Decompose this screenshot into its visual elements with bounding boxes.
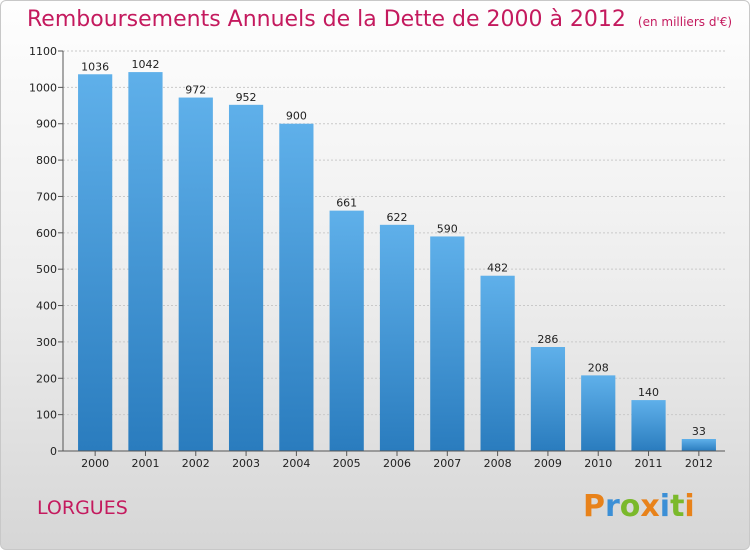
bar-value-label: 952 (236, 91, 257, 104)
y-tick-label: 200 (36, 372, 57, 385)
logo-letter: i (659, 489, 671, 524)
bar-value-label: 33 (692, 425, 706, 438)
y-tick-label: 600 (36, 227, 57, 240)
bar-value-label: 972 (185, 84, 206, 97)
y-tick-label: 900 (36, 118, 57, 131)
bar-value-label: 1036 (81, 60, 109, 73)
bar-2010 (581, 375, 616, 451)
commune-name: LORGUES (37, 497, 128, 519)
bar-2011 (631, 400, 666, 451)
bar-2007 (430, 236, 465, 451)
chart-title-row: Remboursements Annuels de la Dette de 20… (27, 7, 732, 32)
x-tick-label: 2010 (584, 457, 612, 470)
logo-letter: P (583, 489, 605, 524)
x-tick-label: 2006 (383, 457, 411, 470)
y-tick-label: 1000 (29, 81, 57, 94)
bar-2004 (279, 123, 314, 452)
logo-letter: r (605, 489, 620, 524)
bar-2008 (480, 275, 515, 451)
x-tick-label: 2002 (182, 457, 210, 470)
y-tick-label: 0 (50, 445, 57, 458)
chart-title: Remboursements Annuels de la Dette de 20… (27, 7, 626, 32)
proxiti-logo: Proxiti (583, 489, 695, 524)
x-tick-label: 2007 (433, 457, 461, 470)
bar-value-label: 1042 (131, 58, 159, 71)
bar-value-label: 900 (286, 110, 307, 123)
x-tick-label: 2004 (282, 457, 310, 470)
x-tick-label: 2001 (131, 457, 159, 470)
y-tick-label: 300 (36, 336, 57, 349)
y-tick-label: 500 (36, 263, 57, 276)
x-tick-label: 2005 (333, 457, 361, 470)
bar-value-label: 622 (387, 211, 408, 224)
y-tick-label: 800 (36, 154, 57, 167)
x-tick-label: 2009 (534, 457, 562, 470)
bar-value-label: 140 (638, 386, 659, 399)
x-tick-label: 2003 (232, 457, 260, 470)
logo-letter: x (640, 489, 660, 524)
y-tick-label: 100 (36, 409, 57, 422)
logo-letter: i (684, 489, 695, 524)
logo-letter: o (619, 489, 641, 524)
bar-layer: 1036 1042 972 952 900 661 622 590 482 286 208 140 33 (78, 58, 716, 452)
unit-note: (en milliers d'€) (637, 15, 733, 29)
bar-2000 (78, 74, 113, 451)
bar-value-label: 482 (487, 262, 508, 275)
bar-2006 (379, 224, 415, 451)
bar-2009 (530, 347, 566, 451)
x-tick-label: 2008 (484, 457, 512, 470)
x-tick-label: 2011 (635, 457, 663, 470)
y-tick-label: 700 (36, 190, 57, 203)
y-tick-label: 1100 (29, 45, 57, 58)
bar-2012 (681, 439, 716, 451)
logo-letter: t (670, 489, 685, 524)
bar-value-label: 208 (588, 361, 609, 374)
bar-value-label: 661 (336, 197, 357, 210)
bar-value-label: 590 (437, 222, 458, 235)
x-tick-label: 2000 (81, 457, 109, 470)
bar-2002 (178, 97, 213, 451)
x-tick-label: 2012 (685, 457, 713, 470)
bar-2003 (228, 104, 264, 452)
y-tick-label: 400 (36, 300, 57, 313)
bar-value-label: 286 (537, 333, 558, 346)
bar-2005 (329, 210, 364, 451)
axis-layer: 0 100 200 300 400 500 600 700 800 900 1000 1100 2000… (29, 45, 725, 470)
bar-2001 (128, 72, 163, 451)
